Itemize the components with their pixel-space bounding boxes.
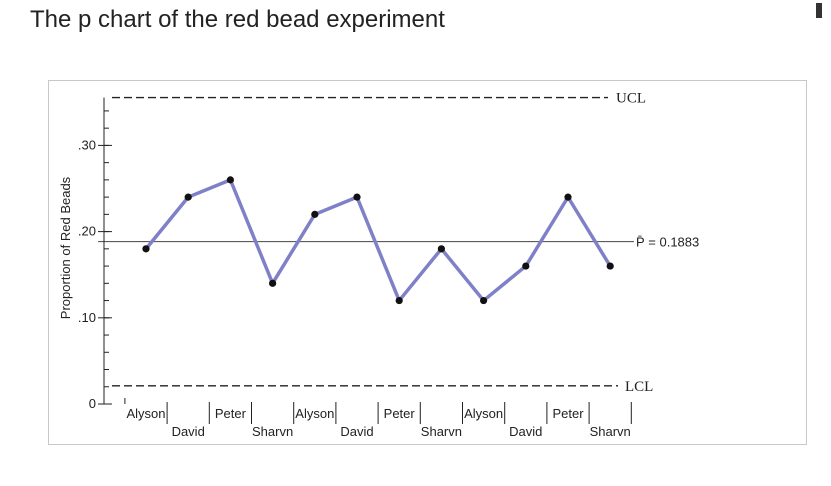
y-tick-label: .30 [78, 137, 96, 152]
series-line [144, 178, 612, 303]
center-line-label: P̄ = 0.1883 [636, 235, 699, 250]
y-axis-label: Proportion of Red Beads [58, 176, 73, 319]
data-point [395, 296, 403, 305]
data-point [606, 262, 614, 270]
x-tick-label: Alyson [295, 406, 334, 421]
x-tick-label: Sharvn [421, 424, 462, 439]
x-tick-label: Sharvn [590, 424, 631, 439]
data-point [564, 193, 572, 201]
x-tick-label: Peter [215, 406, 247, 421]
data-point [184, 193, 192, 201]
y-tick-label: .20 [78, 224, 96, 239]
data-point [353, 193, 361, 201]
data-point [437, 245, 445, 253]
x-tick-label: David [172, 424, 205, 439]
x-tick-label: David [340, 424, 373, 439]
x-tick-label: Sharvn [252, 424, 293, 439]
x-tick-label: Alyson [464, 406, 503, 421]
data-point [142, 245, 150, 253]
data-point [226, 176, 234, 184]
x-tick-label: David [509, 424, 542, 439]
data-point [269, 279, 277, 287]
x-tick-label: Peter [384, 406, 416, 421]
y-tick-label: .10 [78, 310, 96, 325]
y-tick-label: 0 [89, 396, 96, 411]
data-point [311, 210, 319, 218]
chart-frame [48, 80, 807, 445]
data-point [480, 296, 488, 305]
x-tick-label: Peter [552, 406, 584, 421]
page-title: The p chart of the red bead experiment [30, 6, 445, 33]
window-control-icon[interactable] [816, 3, 822, 18]
ucl-label: UCL [616, 91, 646, 107]
lcl-label: LCL [625, 379, 653, 395]
data-point [522, 262, 530, 270]
x-tick-label: Alyson [126, 406, 165, 421]
